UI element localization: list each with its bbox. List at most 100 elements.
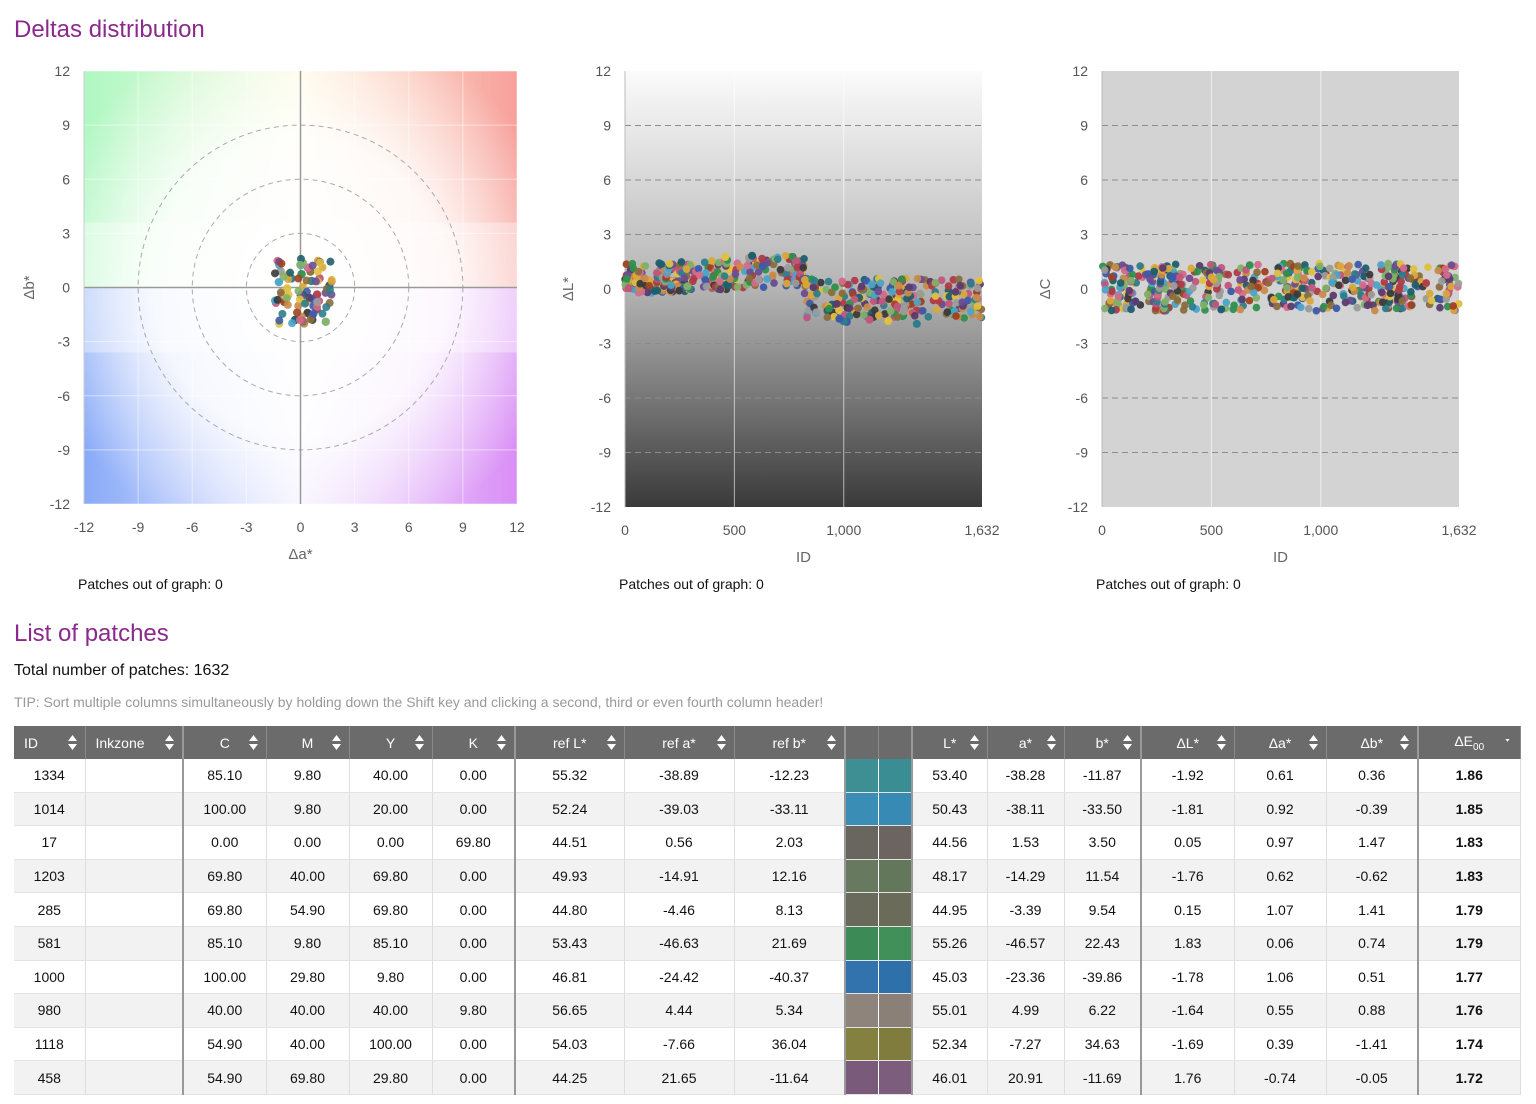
dc-point: [1407, 301, 1416, 309]
col-header-ref-a[interactable]: ref a*: [624, 726, 735, 759]
cell-de00: 1.74: [1417, 1027, 1521, 1062]
col-header-m[interactable]: M: [266, 726, 350, 759]
cell-b: -11.69: [1064, 1060, 1142, 1095]
table-row[interactable]: 1203 69.80 40.00 69.80 0.00 49.93 -14.91 12.16 4…: [14, 859, 1521, 894]
table-row[interactable]: 1014 100.00 9.80 20.00 0.00 52.24 -39.03 -33.11…: [14, 792, 1521, 827]
dl-point: [645, 281, 654, 290]
col-header-ref-l[interactable]: ref L*: [514, 726, 625, 759]
table-row[interactable]: 1000 100.00 29.80 9.80 0.00 46.81 -24.42 -40.37…: [14, 960, 1521, 995]
cell-inkzone: [85, 926, 184, 961]
cell-inkzone: [85, 1027, 184, 1062]
col-header-ref-b[interactable]: ref b*: [734, 726, 846, 759]
dc-point: [1176, 273, 1184, 282]
table-row[interactable]: 581 85.10 9.80 85.10 0.00 53.43 -46.63 21.69 55.…: [14, 926, 1521, 961]
col-header-id[interactable]: ID: [14, 726, 86, 759]
cell-de00: 1.83: [1417, 859, 1521, 894]
cell-id: 1118: [14, 1027, 86, 1062]
meas-swatch: [878, 960, 913, 995]
cell-b: 22.43: [1064, 926, 1142, 961]
cell-y: 9.80: [349, 960, 433, 995]
dc-point: [1434, 266, 1442, 275]
cell-k: 0.00: [432, 926, 516, 961]
cell-ref-a: -14.91: [624, 859, 735, 894]
ref-swatch: [844, 960, 879, 995]
dl-point: [763, 275, 771, 283]
col-header-l[interactable]: L*: [911, 726, 988, 759]
col-header-de00[interactable]: ΔE00: [1417, 726, 1521, 759]
dc-point: [1283, 284, 1291, 292]
cell-db: -0.39: [1326, 792, 1419, 827]
ab-point: [311, 277, 320, 286]
deltas-distribution-heading: Deltas distribution: [14, 16, 205, 43]
ab-point: [294, 274, 303, 283]
dc-point: [1332, 304, 1341, 313]
ref-swatch: [844, 825, 879, 860]
dc-x-tick: 0: [1098, 522, 1106, 538]
ab-plot-area: 12 9 6 3 0 -3 -6 -9 -12-12 -9 -6 -3 0 3 6 9 12 Δa* Δb*: [21, 63, 525, 563]
cell-c: 54.90: [182, 1060, 267, 1095]
cell-inkzone: [85, 892, 184, 927]
col-header-b[interactable]: b*: [1064, 726, 1142, 759]
dc-point: [1245, 261, 1254, 269]
dc-point: [1316, 262, 1324, 271]
col-header-y[interactable]: Y: [349, 726, 433, 759]
col-header-db[interactable]: Δb*: [1326, 726, 1419, 759]
dl-chart-svg: 12 9 6 3 0 -3 -6 -9 -12 0 500 1,000 1,632 ID ΔL*: [560, 63, 1000, 566]
table-row[interactable]: 458 54.90 69.80 29.80 0.00 44.25 21.65 -11.64 46…: [14, 1060, 1521, 1095]
table-row[interactable]: 285 69.80 54.90 69.80 0.00 44.80 -4.46 8.13 44.9…: [14, 892, 1521, 927]
dl-point: [721, 253, 730, 262]
ab-y-tick: 9: [62, 117, 70, 133]
list-of-patches-heading: List of patches: [14, 620, 169, 647]
dl-point: [912, 319, 921, 328]
cell-da: 0.06: [1234, 926, 1327, 961]
cell-c: 69.80: [182, 859, 267, 894]
ab-point: [326, 257, 335, 266]
table-row[interactable]: 17 0.00 0.00 0.00 69.80 44.51 0.56 2.03 44.56 1.5…: [14, 825, 1521, 860]
dc-point: [1279, 276, 1287, 284]
dl-point: [845, 312, 854, 320]
cell-k: 0.00: [432, 859, 516, 894]
ab-y-tick: 6: [62, 171, 70, 187]
col-header-c[interactable]: C: [182, 726, 267, 759]
dl-point: [754, 268, 763, 276]
dc-point: [1268, 274, 1276, 283]
dc-point: [1322, 284, 1330, 293]
ab-x-tick: -9: [132, 519, 145, 535]
dc-point: [1326, 264, 1334, 273]
cell-a: -46.57: [987, 926, 1065, 961]
dc-point: [1100, 266, 1109, 274]
sort-icon: [1216, 735, 1226, 750]
dl-point: [812, 308, 821, 316]
dc-point: [1361, 264, 1370, 272]
cell-da: 0.39: [1234, 1027, 1327, 1062]
cell-id: 1014: [14, 792, 86, 827]
dc-y-label: ΔC: [1037, 278, 1054, 299]
cell-ref-l: 44.51: [514, 825, 625, 860]
col-header-inkzone[interactable]: Inkzone: [85, 726, 184, 759]
table-row[interactable]: 1334 85.10 9.80 40.00 0.00 55.32 -38.89 -12.23 5…: [14, 759, 1521, 793]
dl-point: [943, 308, 952, 317]
sort-icon: [1046, 735, 1056, 750]
col-header-k[interactable]: K: [432, 726, 516, 759]
col-header-da[interactable]: Δa*: [1234, 726, 1327, 759]
dl-point: [874, 311, 883, 320]
cell-a: -7.27: [987, 1027, 1065, 1062]
dl-point: [973, 302, 982, 310]
ab-point: [294, 301, 303, 310]
cell-y: 69.80: [349, 859, 433, 894]
dc-point: [1411, 281, 1420, 289]
dl-point: [975, 276, 983, 285]
sort-icon: [827, 735, 836, 750]
dl-point: [900, 304, 908, 313]
dc-point: [1398, 297, 1407, 305]
dc-point: [1189, 284, 1197, 292]
dl-point: [854, 304, 862, 313]
cell-ref-a: -38.89: [624, 759, 735, 793]
dl-point: [791, 279, 800, 288]
dc-point: [1392, 304, 1401, 313]
table-row[interactable]: 980 40.00 40.00 40.00 9.80 56.65 4.44 5.34 55.01…: [14, 993, 1521, 1028]
table-row[interactable]: 1118 54.90 40.00 100.00 0.00 54.03 -7.66 36.04 5…: [14, 1027, 1521, 1062]
col-header-a[interactable]: a*: [987, 726, 1065, 759]
dl-point: [720, 272, 729, 280]
col-header-dl[interactable]: ΔL*: [1140, 726, 1235, 759]
